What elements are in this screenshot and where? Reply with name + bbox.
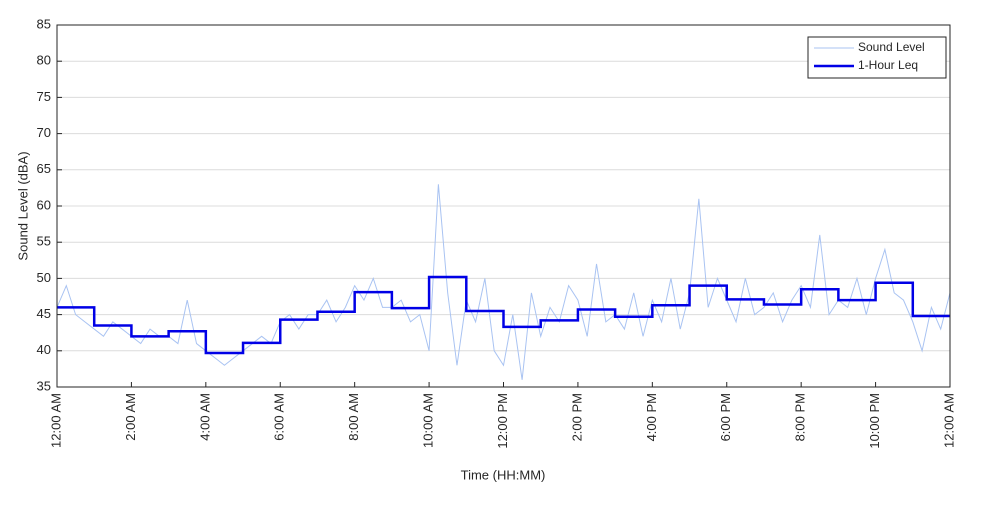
y-tick-label: 60 xyxy=(37,197,51,212)
x-tick-label: 12:00 AM xyxy=(941,393,956,448)
x-tick-label: 12:00 AM xyxy=(48,393,63,448)
legend-label: Sound Level xyxy=(858,40,925,54)
x-tick-label: 12:00 PM xyxy=(495,393,510,449)
y-tick-label: 35 xyxy=(37,378,51,393)
y-tick-label: 65 xyxy=(37,161,51,176)
x-tick-label: 8:00 PM xyxy=(793,393,808,441)
x-tick-label: 4:00 PM xyxy=(644,393,659,441)
x-tick-label: 10:00 PM xyxy=(867,393,882,449)
y-axis-label: Sound Level (dBA) xyxy=(15,151,30,260)
x-tick-label: 6:00 AM xyxy=(272,393,287,441)
y-tick-label: 80 xyxy=(37,53,51,68)
x-tick-label: 10:00 AM xyxy=(421,393,436,448)
x-tick-label: 2:00 PM xyxy=(569,393,584,441)
x-tick-label: 6:00 PM xyxy=(718,393,733,441)
y-tick-label: 40 xyxy=(37,342,51,357)
plot-frame xyxy=(56,24,951,388)
legend-label: 1-Hour Leq xyxy=(858,58,918,72)
y-tick-label: 85 xyxy=(37,16,51,31)
legend-box xyxy=(807,36,947,79)
y-tick-label: 75 xyxy=(37,89,51,104)
y-tick-label: 70 xyxy=(37,125,51,140)
series-line xyxy=(57,275,950,355)
y-tick-label: 45 xyxy=(37,306,51,321)
x-axis-label: Time (HH:MM) xyxy=(461,467,546,482)
x-tick-label: 4:00 AM xyxy=(197,393,212,441)
y-tick-label: 50 xyxy=(37,270,51,285)
y-tick-label: 55 xyxy=(37,234,51,249)
x-tick-label: 8:00 AM xyxy=(346,393,361,441)
x-tick-label: 2:00 AM xyxy=(123,393,138,441)
